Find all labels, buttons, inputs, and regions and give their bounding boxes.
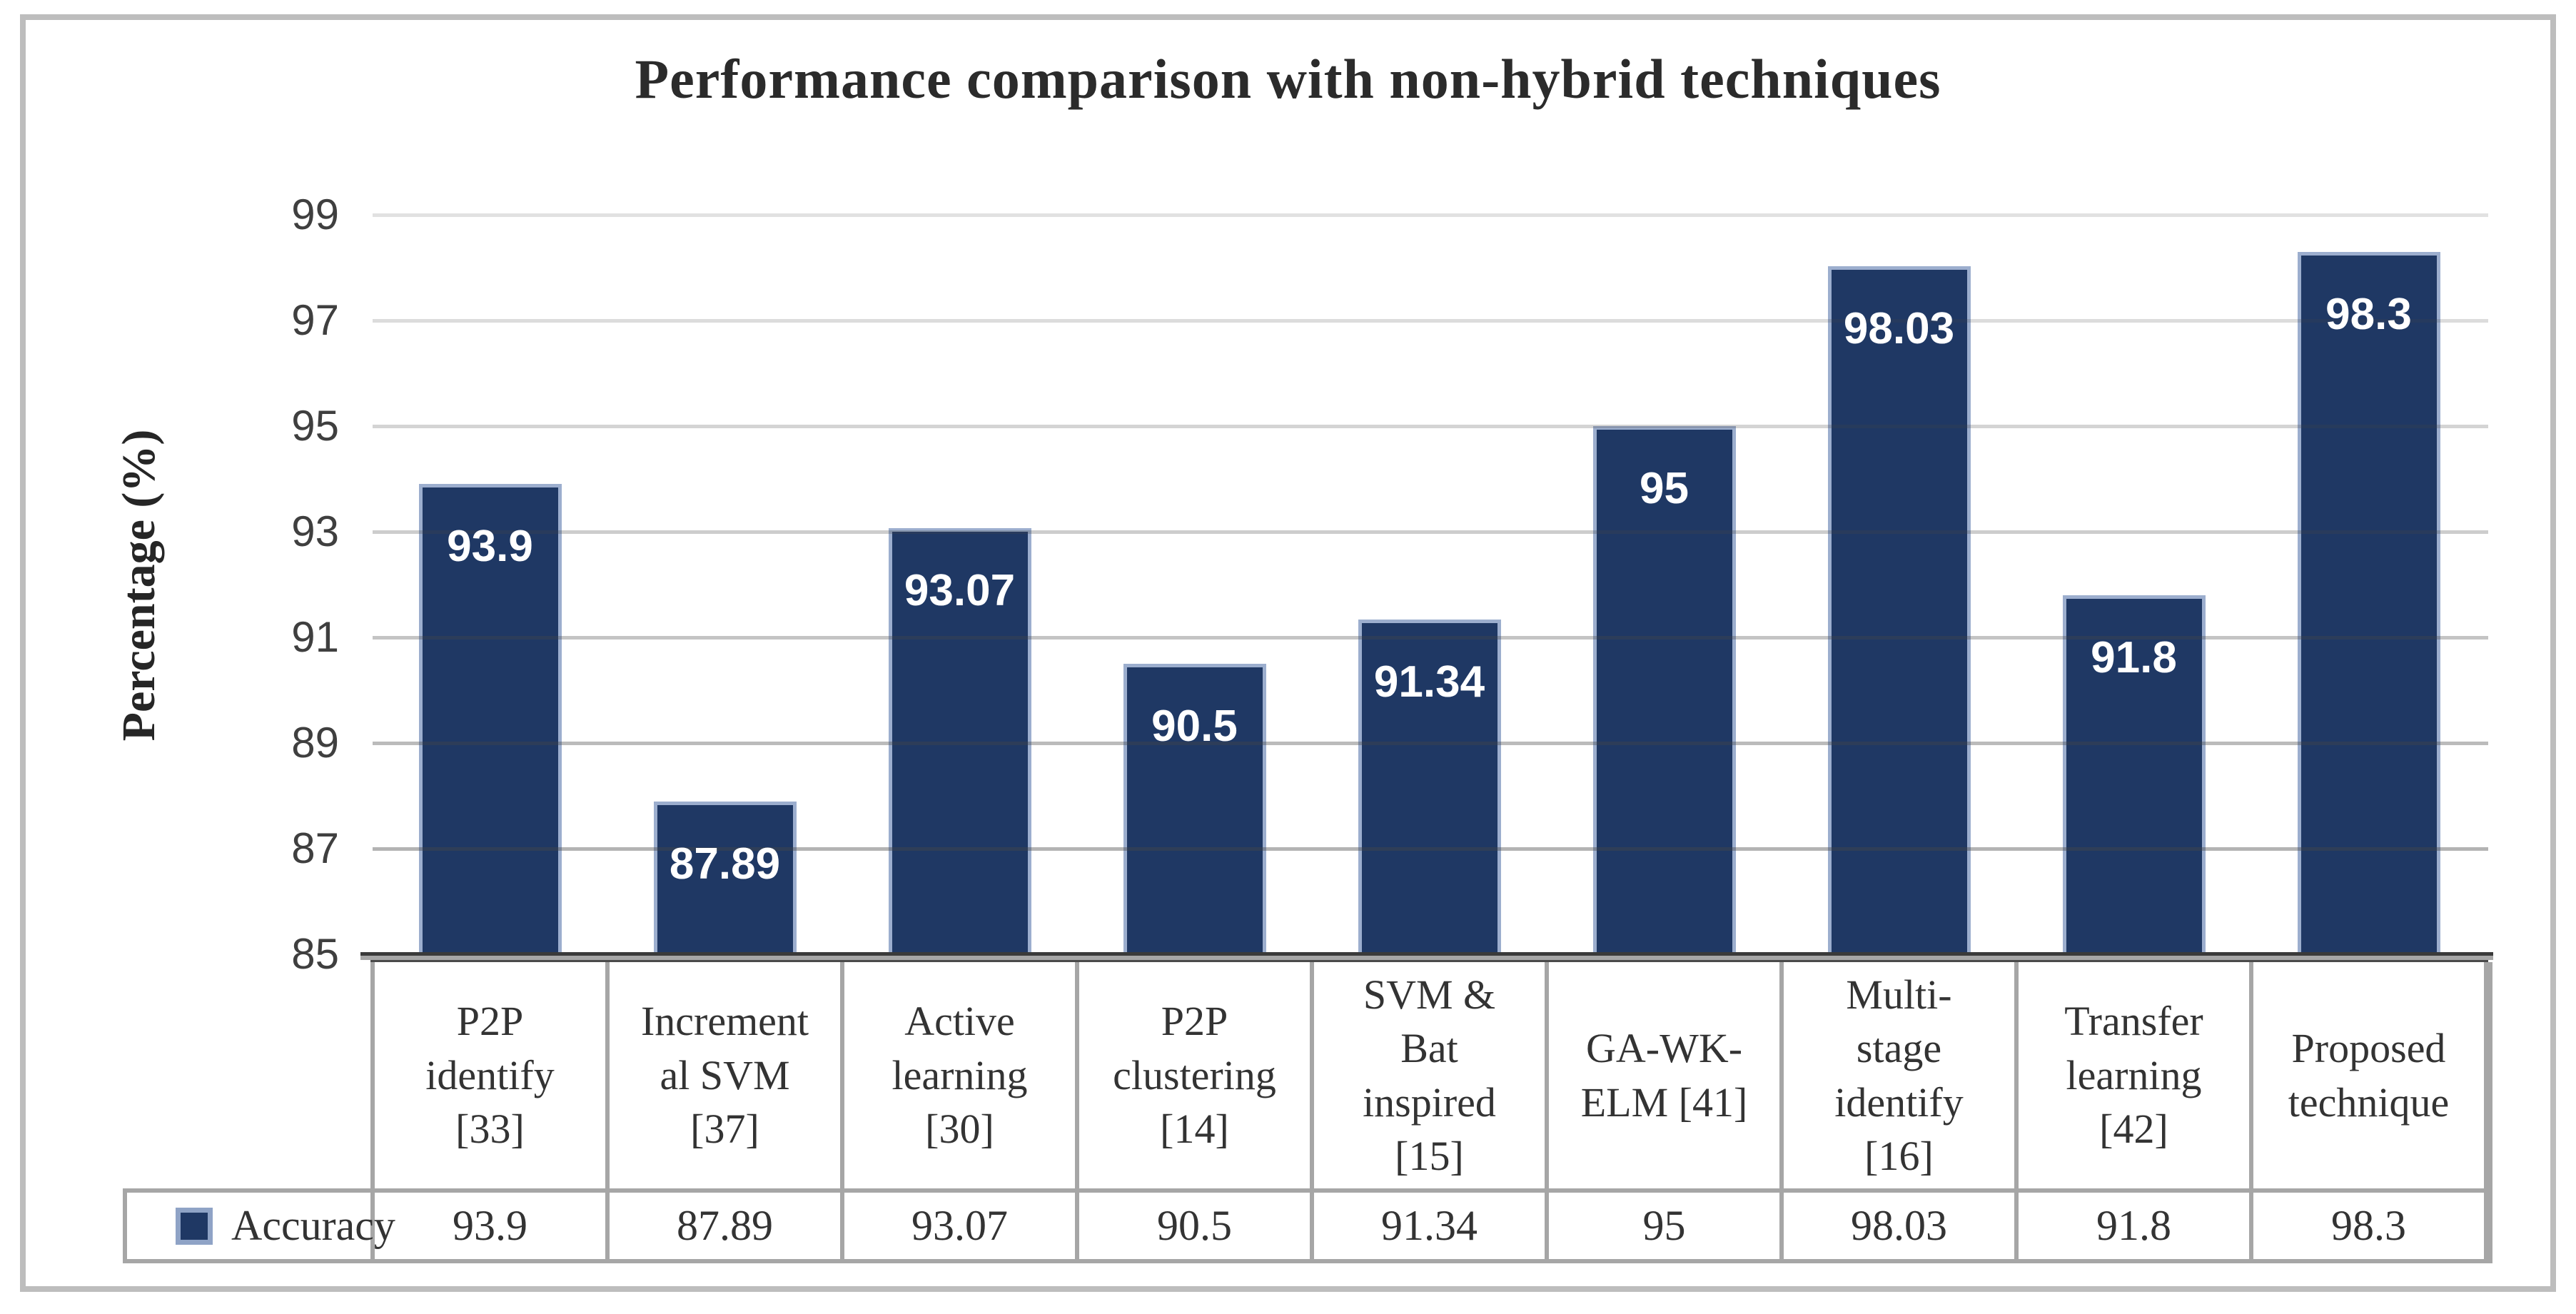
gridline-y89 xyxy=(373,742,2488,745)
bar-9 xyxy=(2297,251,2440,956)
gridline-y99 xyxy=(373,213,2488,217)
legend-cell: Accuracy xyxy=(123,1188,395,1263)
gridline-y97 xyxy=(373,319,2488,323)
y-tick-label-95: 95 xyxy=(291,402,339,450)
x-category-cell-8: Transfer learning [42] xyxy=(2019,962,2249,1188)
data-table: P2P identify [33] Increment al SVM [37] Ac… xyxy=(370,962,2492,1263)
y-tick-label-85: 85 xyxy=(291,930,339,978)
bar-7 xyxy=(1827,266,1971,956)
accuracy-value-cell-1: 93.9 xyxy=(375,1193,605,1259)
bar-5 xyxy=(1358,619,1501,956)
bar-value-label: 95 xyxy=(1640,464,1689,513)
accuracy-value-cell-4: 90.5 xyxy=(1079,1193,1310,1259)
bar-8 xyxy=(2062,595,2206,956)
accuracy-value-cell-8: 91.8 xyxy=(2019,1193,2249,1259)
y-tick-label-91: 91 xyxy=(291,613,339,661)
bar-3 xyxy=(888,527,1031,956)
x-axis-line xyxy=(360,952,2493,956)
bar-value-label: 93.07 xyxy=(904,565,1016,615)
x-category-cell-7: Multi- stage identify [16] xyxy=(1784,962,2014,1188)
x-category-cell-5: SVM & Bat inspired [15] xyxy=(1314,962,1545,1188)
gridline-y93 xyxy=(373,530,2488,534)
bar-value-label: 90.5 xyxy=(1151,702,1238,751)
accuracy-value-cell-9: 98.3 xyxy=(2253,1193,2484,1259)
bar-4 xyxy=(1123,664,1266,956)
bar-value-label: 93.9 xyxy=(447,522,533,572)
x-category-cell-6: GA-WK- ELM [41] xyxy=(1549,962,1779,1188)
accuracy-value-cell-5: 91.34 xyxy=(1314,1193,1545,1259)
y-tick-label-97: 97 xyxy=(291,296,339,344)
bar-value-label: 98.3 xyxy=(2325,289,2412,339)
y-axis-title: Percentage (%) xyxy=(113,429,165,742)
legend-series-label: Accuracy xyxy=(231,1202,395,1249)
x-category-cell-9: Proposed technique xyxy=(2253,962,2484,1188)
x-category-cell-1: P2P identify [33] xyxy=(375,962,605,1188)
table-top-border xyxy=(370,960,2488,962)
accuracy-value-cell-2: 87.89 xyxy=(610,1193,840,1259)
figure-border xyxy=(20,14,2556,1292)
table-top-border xyxy=(360,956,2493,960)
y-tick-label-93: 93 xyxy=(291,507,339,555)
accuracy-series-swatch-icon xyxy=(176,1207,213,1245)
gridline-y95 xyxy=(373,425,2488,428)
x-category-cell-3: Active learning [30] xyxy=(844,962,1075,1188)
bar-6 xyxy=(1592,426,1736,956)
y-tick-label-87: 87 xyxy=(291,824,339,872)
y-tick-label-99: 99 xyxy=(291,191,339,238)
bar-1 xyxy=(418,484,562,956)
y-tick-label-89: 89 xyxy=(291,719,339,767)
bar-value-label: 98.03 xyxy=(1843,303,1955,353)
bar-value-label: 87.89 xyxy=(669,839,781,889)
accuracy-value-cell-6: 95 xyxy=(1549,1193,1779,1259)
x-category-cell-4: P2P clustering [14] xyxy=(1079,962,1310,1188)
accuracy-value-cell-7: 98.03 xyxy=(1784,1193,2014,1259)
bar-value-label: 91.34 xyxy=(1373,657,1485,707)
chart-title: Performance comparison with non-hybrid t… xyxy=(635,48,1941,110)
bar-value-label: 91.8 xyxy=(2091,632,2177,682)
bar-2 xyxy=(653,802,797,956)
x-category-cell-2: Increment al SVM [37] xyxy=(610,962,840,1188)
accuracy-value-cell-3: 93.07 xyxy=(844,1193,1075,1259)
gridline-y91 xyxy=(373,636,2488,640)
gridline-y87 xyxy=(373,847,2488,851)
